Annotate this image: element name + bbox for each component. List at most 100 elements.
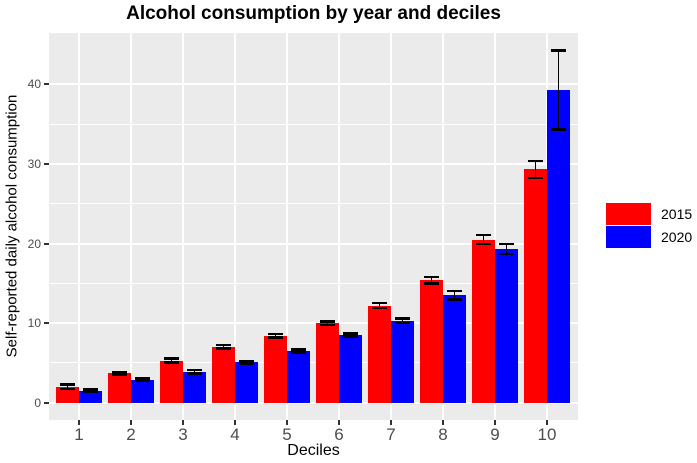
bar-2020-decile-2 — [131, 379, 154, 403]
error-bar-cap-bottom — [372, 306, 387, 310]
legend: 2015 2020 — [606, 203, 692, 249]
error-bar-cap-bottom — [320, 323, 335, 327]
error-bar-cap-top — [343, 332, 358, 335]
chart-title: Alcohol consumption by year and deciles — [126, 3, 501, 24]
error-bar-cap-top — [216, 343, 231, 347]
error-bar-2015-decile-10 — [534, 160, 537, 179]
error-bar-2015-decile-8 — [430, 276, 433, 284]
minor-gridline — [49, 282, 578, 284]
error-bar-cap-top — [60, 383, 75, 386]
x-tick-mark — [494, 420, 496, 425]
legend-label: 2015 — [661, 206, 693, 222]
error-bar-cap-bottom — [216, 347, 231, 350]
error-bar-cap-top — [291, 348, 306, 351]
y-tick-label: 30 — [27, 156, 41, 171]
bar-2020-decile-9 — [495, 249, 518, 403]
vertical-gridline — [78, 33, 80, 420]
error-bar-2020-decile-9 — [505, 243, 508, 255]
bar-2015-decile-3 — [160, 360, 183, 403]
error-bar-2020-decile-8 — [453, 290, 456, 300]
x-tick-label: 8 — [438, 425, 448, 444]
vertical-gridline — [130, 33, 132, 420]
bar-2015-decile-4 — [212, 346, 235, 403]
bar-2015-decile-5 — [264, 335, 287, 403]
error-bar-cap-top — [112, 370, 127, 374]
y-tick-label: 0 — [34, 395, 41, 410]
bar-2015-decile-8 — [420, 280, 443, 403]
error-bar-cap-top — [83, 388, 98, 391]
error-bar-cap-top — [499, 242, 514, 246]
plot-panel — [49, 33, 578, 420]
x-tick-label: 6 — [334, 425, 344, 444]
error-bar-cap-bottom — [187, 372, 202, 375]
error-bar-2020-decile-7 — [401, 318, 404, 324]
y-tick-label: 10 — [27, 316, 41, 331]
bar-2015-decile-7 — [368, 305, 391, 403]
minor-gridline — [49, 362, 578, 364]
bar-2015-decile-10 — [524, 169, 547, 403]
major-gridline — [49, 83, 578, 86]
x-tick-label: 7 — [386, 425, 396, 444]
error-bar-cap-top — [164, 357, 179, 360]
x-tick-label: 2 — [126, 425, 136, 444]
error-bar-cap-top — [239, 359, 254, 362]
error-bar-2015-decile-2 — [118, 371, 121, 375]
error-bar-cap-bottom — [395, 321, 410, 325]
x-tick-label: 3 — [178, 425, 188, 444]
error-bar-cap-top — [528, 159, 543, 163]
error-bar-cap-top — [268, 332, 283, 336]
error-bar-cap-bottom — [551, 128, 566, 131]
bar-2020-decile-6 — [339, 335, 362, 403]
bar-2020-decile-7 — [391, 320, 414, 403]
x-tick-mark — [182, 420, 184, 425]
vertical-gridline — [182, 33, 184, 420]
bar-2020-decile-8 — [443, 295, 466, 403]
error-bar-cap-bottom — [135, 379, 150, 382]
y-tick-mark — [44, 242, 49, 245]
error-bar-cap-bottom — [164, 361, 179, 364]
x-tick-label: 10 — [537, 425, 557, 444]
error-bar-cap-top — [372, 301, 387, 305]
bar-2020-decile-5 — [287, 350, 310, 403]
x-tick-label: 1 — [74, 425, 84, 444]
minor-gridline — [49, 123, 578, 125]
major-gridline — [49, 162, 578, 165]
y-tick-mark — [44, 401, 49, 404]
error-bar-cap-bottom — [343, 335, 358, 338]
error-bar-2015-decile-7 — [378, 302, 381, 309]
x-tick-label: 4 — [230, 425, 240, 444]
legend-swatch-2020 — [606, 226, 651, 248]
minor-gridline — [49, 203, 578, 205]
y-tick-mark — [44, 83, 49, 86]
error-bar-2015-decile-4 — [222, 344, 225, 349]
x-tick-label: 9 — [490, 425, 500, 444]
y-tick-mark — [44, 162, 49, 165]
bar-2015-decile-9 — [472, 239, 495, 403]
error-bar-2020-decile-4 — [245, 360, 248, 364]
error-bar-cap-bottom — [476, 242, 491, 246]
error-bar-cap-top — [447, 289, 462, 293]
bar-2020-decile-3 — [183, 371, 206, 403]
error-bar-cap-bottom — [291, 351, 306, 354]
bar-2020-decile-1 — [79, 390, 102, 403]
legend-swatch-2015 — [606, 203, 651, 225]
error-bar-2020-decile-5 — [297, 349, 300, 353]
error-bar-cap-bottom — [447, 298, 462, 301]
y-tick-label: 20 — [27, 236, 41, 251]
x-tick-mark — [78, 420, 80, 425]
x-tick-mark — [390, 420, 392, 425]
error-bar-cap-top — [395, 317, 410, 320]
x-tick-mark — [338, 420, 340, 425]
error-bar-cap-bottom — [112, 373, 127, 376]
bar-2020-decile-10 — [547, 89, 570, 403]
vertical-gridline — [234, 33, 236, 420]
legend-item-2020: 2020 — [606, 226, 692, 248]
y-tick-label: 40 — [27, 77, 41, 92]
error-bar-cap-top — [476, 233, 491, 237]
error-bar-cap-bottom — [499, 252, 514, 256]
error-bar-cap-top — [424, 275, 439, 279]
vertical-gridline — [494, 33, 496, 420]
vertical-gridline — [390, 33, 392, 420]
error-bar-cap-bottom — [424, 282, 439, 285]
